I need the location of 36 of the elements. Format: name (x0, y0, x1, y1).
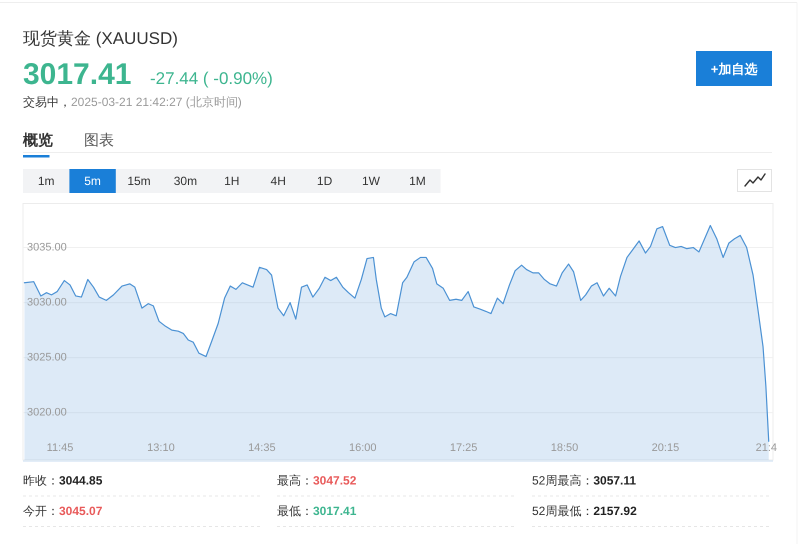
y-tick-label: 3025.00 (27, 352, 67, 364)
text: 今开：3045.07 (23, 504, 103, 518)
text: 1H (224, 174, 240, 188)
text: 概览 (22, 132, 53, 148)
x-tick-label: 16:00 (348, 442, 377, 454)
text: 最低： (277, 504, 313, 518)
text: 15m (127, 174, 151, 188)
chart-title: 现货黄金 (XAUUSD) (23, 28, 178, 48)
text: -27.44 ( -0.90%) (150, 68, 273, 88)
text: 1W (362, 174, 381, 188)
text: 5m (84, 174, 101, 188)
text: 52周最低：2157.92 (532, 504, 638, 518)
text: 30m (174, 174, 198, 188)
x-tick-label: 14:35 (248, 442, 276, 454)
text: 1m (38, 174, 55, 188)
button-add: +加自选 (696, 51, 772, 86)
text: 昨收：3044.85 (23, 474, 103, 488)
text: 最高：3047.52 (277, 474, 357, 488)
x-tick-label: 18:50 (550, 442, 578, 454)
text: 3017.41 (23, 58, 132, 90)
x-tick-label: 20:15 (652, 442, 680, 454)
y-tick-label: 3030.00 (27, 296, 67, 309)
text: 1D (316, 174, 333, 188)
text: 1M (409, 174, 426, 188)
x-tick-label: 21:4 (756, 442, 778, 454)
text: 图表 (84, 132, 114, 148)
x-tick-label: 13:10 (147, 442, 175, 454)
x-tick-label: 17:25 (450, 442, 478, 454)
text: 2025-03-21 21:42:27 (北京时间) (71, 95, 242, 109)
y-tick-label: 3020.00 (27, 406, 67, 419)
x-tick-label: 11:45 (46, 442, 74, 454)
text: 3017.41 (313, 504, 357, 518)
y-tick-label: 3035.00 (27, 242, 67, 254)
text: 52周最高：3057.11 (532, 474, 636, 488)
text: 4H (270, 174, 286, 188)
text: 交易中， (23, 95, 71, 109)
